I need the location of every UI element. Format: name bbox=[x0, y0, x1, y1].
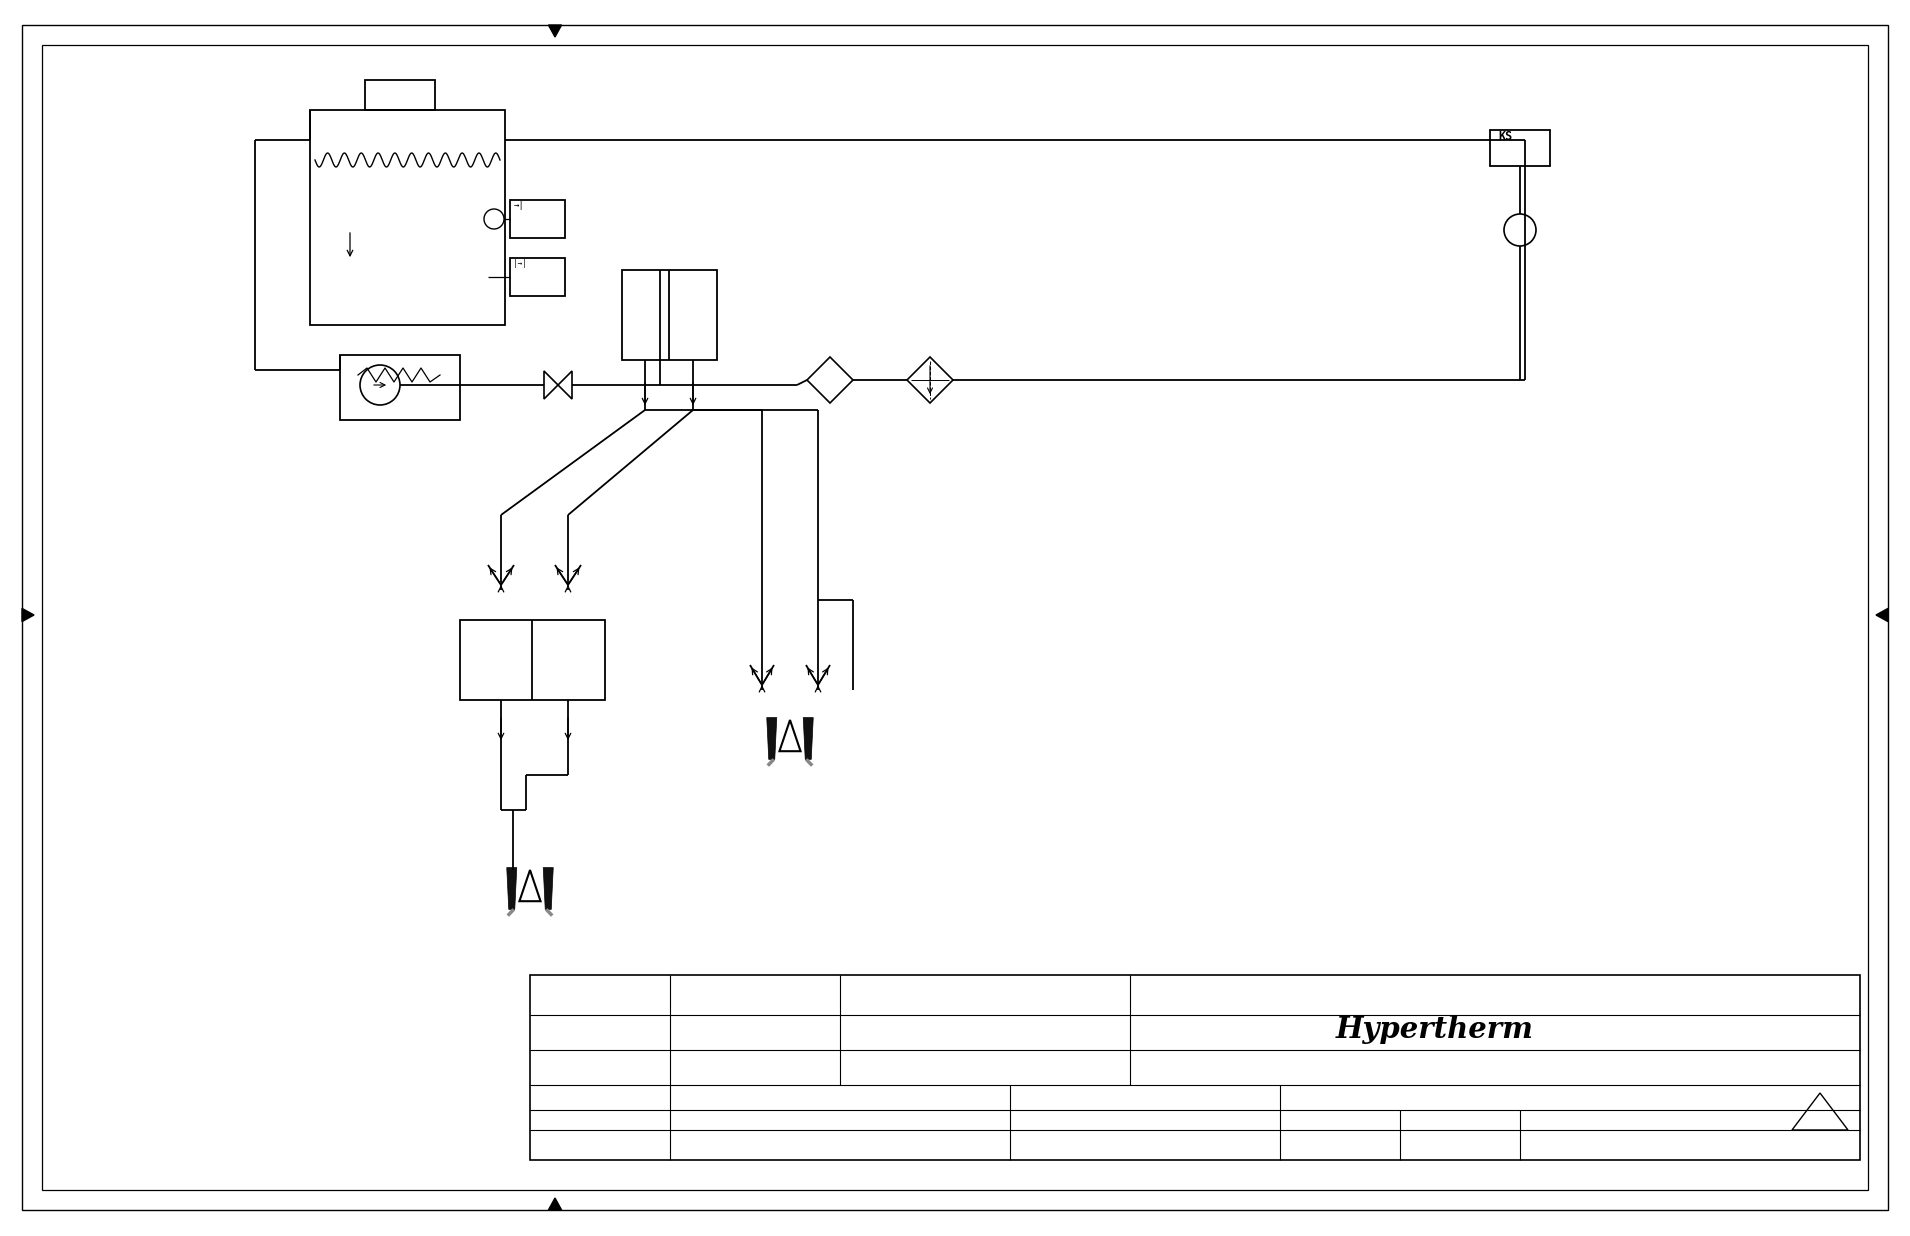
Bar bbox=[460, 620, 605, 700]
Polygon shape bbox=[548, 25, 562, 37]
Text: →|: →| bbox=[514, 201, 525, 210]
Polygon shape bbox=[1876, 608, 1887, 622]
Polygon shape bbox=[779, 721, 800, 751]
Polygon shape bbox=[766, 718, 777, 759]
Bar bbox=[623, 269, 716, 360]
Polygon shape bbox=[506, 868, 518, 910]
Bar bbox=[510, 258, 565, 295]
Text: |→|: |→| bbox=[514, 260, 527, 268]
Bar bbox=[1490, 130, 1551, 166]
Polygon shape bbox=[23, 608, 34, 622]
Text: Hypertherm: Hypertherm bbox=[1335, 1016, 1534, 1044]
Bar bbox=[365, 80, 435, 110]
Text: KS: KS bbox=[1497, 130, 1513, 143]
Bar bbox=[340, 355, 460, 420]
Polygon shape bbox=[548, 1198, 562, 1210]
Polygon shape bbox=[520, 870, 541, 901]
Bar bbox=[529, 975, 1860, 1161]
Polygon shape bbox=[804, 718, 814, 759]
Polygon shape bbox=[542, 868, 554, 910]
Bar bbox=[309, 110, 504, 325]
Bar bbox=[510, 200, 565, 239]
